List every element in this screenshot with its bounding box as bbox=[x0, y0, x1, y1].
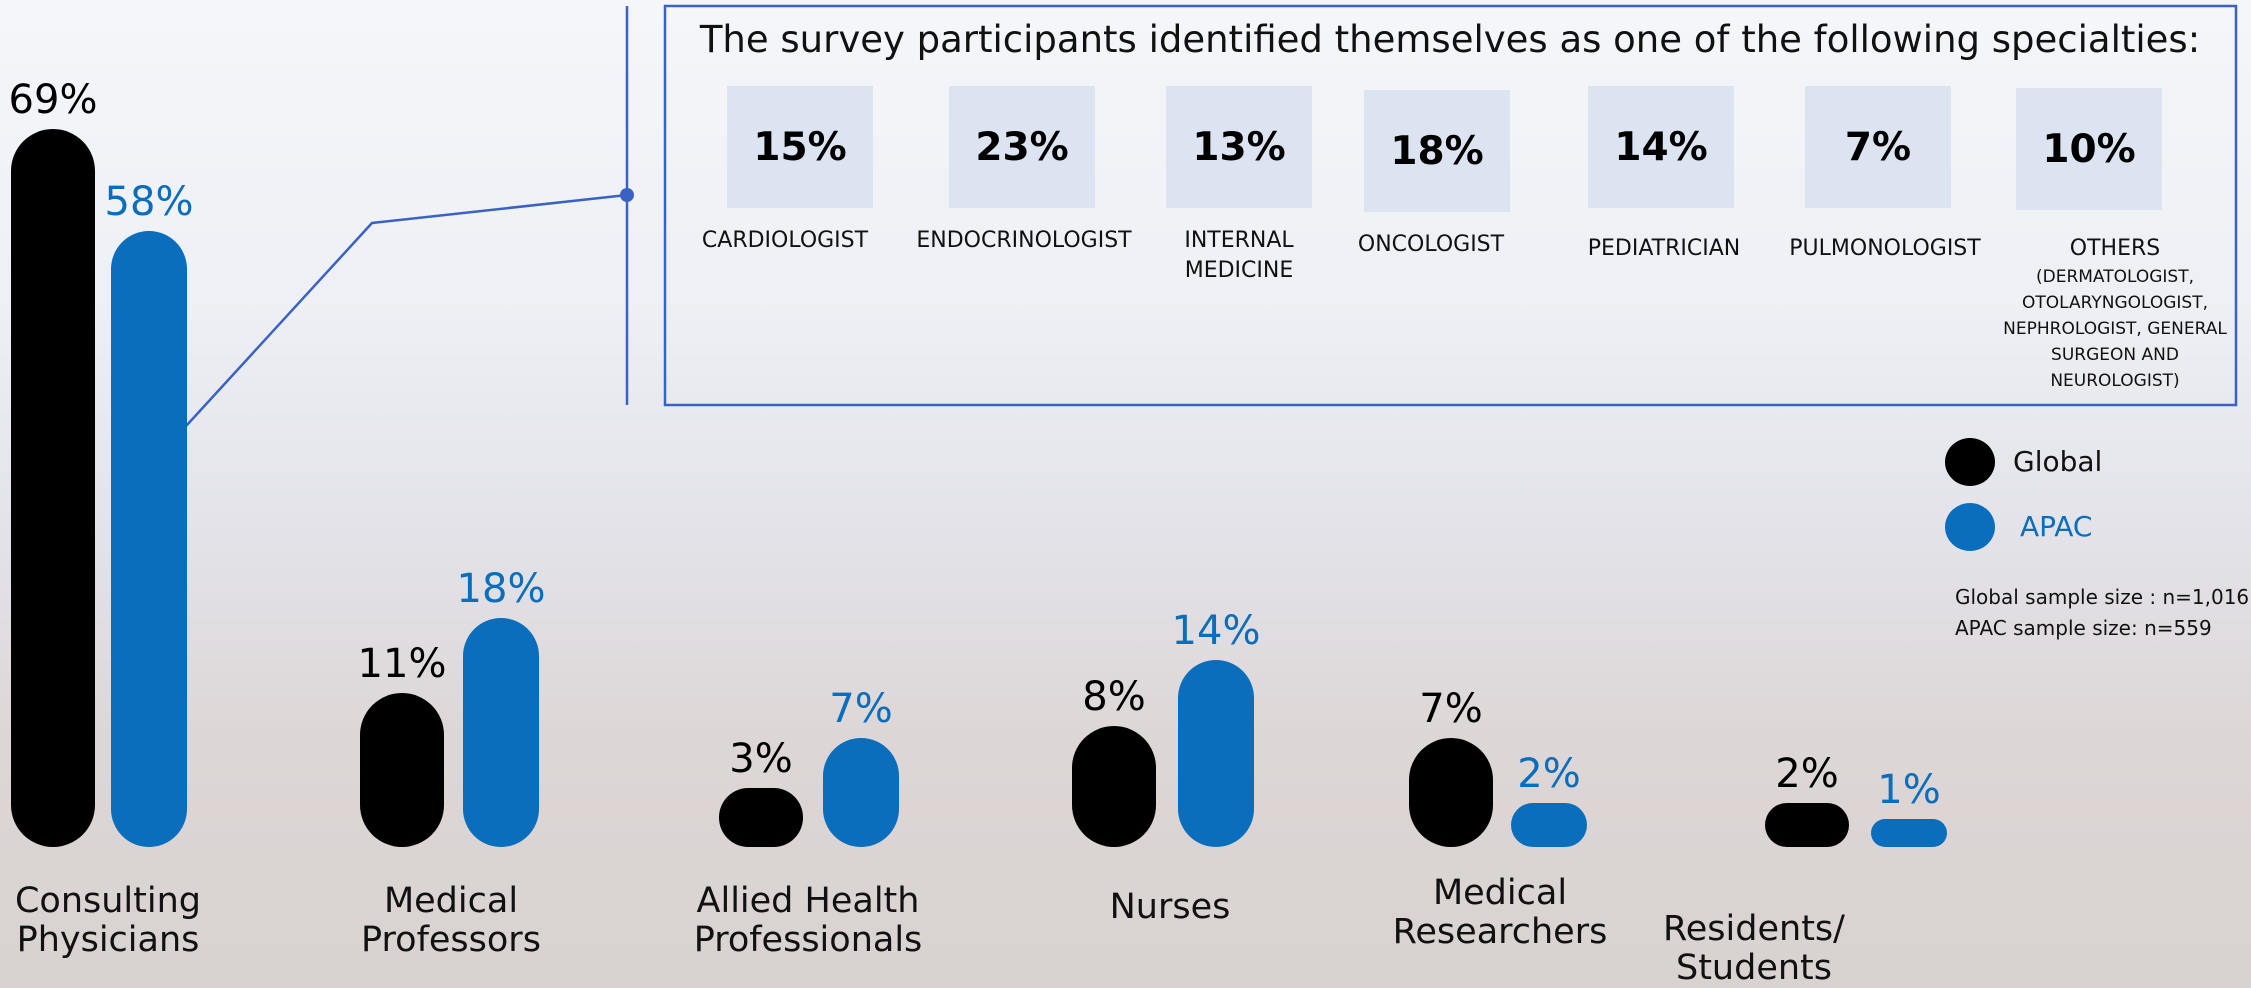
category-label: Nurses bbox=[1045, 888, 1295, 927]
page: {"chart_data": [ {"type": "bar", "catego… bbox=[0, 0, 2251, 988]
value-label: 3% bbox=[729, 736, 792, 782]
legend-label: Global bbox=[2013, 445, 2102, 478]
tile: 13% bbox=[1166, 86, 1312, 208]
category-label: Residents/ Students bbox=[1629, 910, 1879, 988]
tile-value: 23% bbox=[975, 125, 1068, 170]
value-label: 2% bbox=[1775, 751, 1838, 797]
bar bbox=[463, 618, 539, 847]
bar bbox=[1871, 819, 1947, 847]
value-label: 8% bbox=[1082, 674, 1145, 720]
connector-line bbox=[165, 195, 627, 449]
category-label: Consulting Physicians bbox=[0, 882, 233, 960]
specialty-name: OTHERS bbox=[2015, 234, 2215, 264]
tile-value: 14% bbox=[1614, 125, 1707, 170]
sample-note: Global sample size : n=1,016 bbox=[1955, 585, 2249, 609]
value-label: 2% bbox=[1517, 751, 1580, 797]
tile: 18% bbox=[1364, 90, 1510, 212]
bar bbox=[1511, 803, 1587, 847]
specialty-name: ENDOCRINOLOGIST bbox=[894, 226, 1154, 256]
value-label: 1% bbox=[1877, 767, 1940, 813]
bar bbox=[11, 129, 95, 847]
bar bbox=[1178, 660, 1254, 847]
bar bbox=[1409, 738, 1493, 847]
connector-dot bbox=[620, 188, 634, 202]
tile-value: 18% bbox=[1390, 129, 1483, 174]
value-label: 18% bbox=[457, 566, 546, 612]
bar bbox=[360, 693, 444, 847]
value-label: 7% bbox=[829, 686, 892, 732]
specialty-name: CARDIOLOGIST bbox=[655, 226, 915, 256]
value-label: 14% bbox=[1172, 608, 1261, 654]
tile-value: 15% bbox=[753, 125, 846, 170]
legend-label: APAC bbox=[2020, 510, 2092, 543]
tile: 23% bbox=[949, 86, 1095, 208]
bar bbox=[1765, 803, 1849, 847]
legend-marker bbox=[1945, 438, 1995, 486]
specialty-detail: (DERMATOLOGIST, OTOLARYNGOLOGIST, NEPHRO… bbox=[2003, 264, 2228, 394]
tile: 10% bbox=[2016, 88, 2162, 210]
specialty-name: PULMONOLOGIST bbox=[1755, 234, 2015, 264]
value-label: 58% bbox=[105, 179, 194, 225]
tile: 15% bbox=[727, 86, 873, 208]
tile-value: 7% bbox=[1845, 125, 1911, 170]
legend-marker bbox=[1945, 503, 1995, 551]
specialty-name: ONCOLOGIST bbox=[1301, 230, 1561, 260]
bar bbox=[1072, 726, 1156, 847]
tile-value: 10% bbox=[2042, 127, 2135, 172]
category-label: Allied Health Professionals bbox=[683, 882, 933, 960]
category-label: Medical Professors bbox=[326, 882, 576, 960]
category-label: Medical Researchers bbox=[1375, 874, 1625, 952]
value-label: 7% bbox=[1419, 686, 1482, 732]
tile: 14% bbox=[1588, 86, 1734, 208]
specialty-name: INTERNAL MEDICINE bbox=[1164, 226, 1314, 286]
tile-value: 13% bbox=[1192, 125, 1285, 170]
panel-title: The survey participants identified thems… bbox=[700, 18, 2200, 61]
tile: 7% bbox=[1805, 86, 1951, 208]
value-label: 11% bbox=[358, 641, 447, 687]
bar bbox=[719, 788, 803, 847]
bar bbox=[823, 738, 899, 847]
bar bbox=[111, 231, 187, 847]
sample-note: APAC sample size: n=559 bbox=[1955, 616, 2212, 640]
value-label: 69% bbox=[9, 77, 98, 123]
